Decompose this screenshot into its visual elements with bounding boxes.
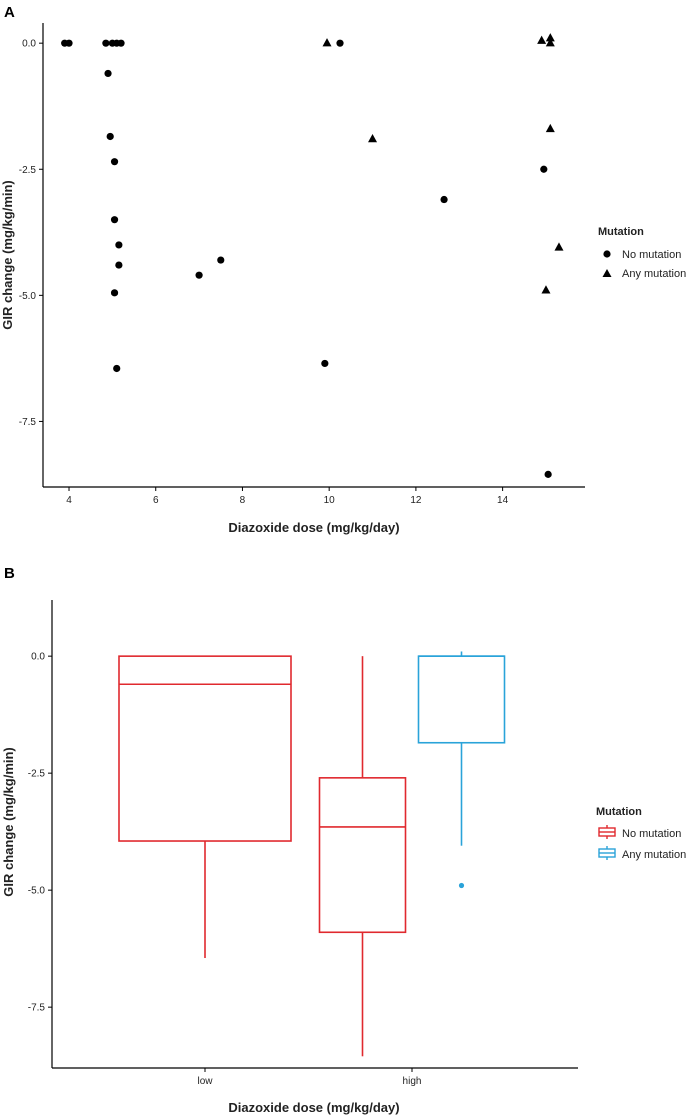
any-mutation-point (545, 33, 555, 42)
no-mutation-point (540, 165, 548, 173)
y-tick-label: -5.0 (19, 291, 37, 302)
panel-b-y-title: GIR change (mg/kg/min) (1, 747, 16, 897)
y-tick-label: -2.5 (19, 165, 37, 176)
x-tick-label: 10 (324, 495, 336, 506)
panel-b-legend-keys (598, 825, 616, 860)
x-tick-label: 8 (240, 495, 246, 506)
panel-b-legend-title: Mutation (596, 806, 642, 818)
no-mutation-point (544, 470, 552, 478)
no-mutation-point (113, 364, 121, 373)
outlier-point (458, 882, 465, 889)
no-mutation-point (104, 69, 112, 78)
box-body (118, 655, 292, 842)
y-tick-label: -5.0 (28, 886, 46, 897)
no-mutation-point (106, 132, 114, 141)
any-mutation-point (541, 285, 551, 294)
panel-a-y-title: GIR change (mg/kg/min) (0, 180, 15, 330)
panel-a-x-title: Diazoxide dose (mg/kg/day) (228, 520, 399, 535)
panel-a-legend-title: Mutation (598, 226, 644, 238)
panel-a-y-ticks: 0.0 -2.5 -5.0 -7.5 (19, 39, 43, 428)
no-mutation-point (217, 256, 225, 264)
no-mutation-point (117, 39, 125, 47)
x-tick-label: low (197, 1076, 213, 1087)
no-mutation-point (321, 359, 329, 368)
x-tick-label: 4 (66, 495, 72, 506)
no-mutation-point (110, 216, 119, 224)
no-mutation-box-low (118, 655, 292, 959)
no-mutation-point (440, 195, 448, 204)
panel-a-legend-any-mutation: Any mutation (622, 268, 686, 280)
any-mutation-point (368, 134, 378, 143)
box-body (417, 655, 506, 744)
panel-a-label: A (4, 4, 15, 21)
no-mutation-legend-key-icon (598, 825, 616, 839)
panel-b-boxes (118, 651, 506, 1057)
no-mutation-point (336, 39, 344, 47)
any-mutation-point (537, 35, 547, 44)
any-mutation-point (554, 242, 564, 251)
no-mutation-point (65, 39, 73, 47)
panel-b-x-ticks: low high (197, 1068, 421, 1087)
panel-a-legend-no-mutation: No mutation (622, 249, 681, 261)
no-mutation-point (110, 158, 119, 166)
panel-b-legend: Mutation No mutation Any mutation (596, 806, 686, 861)
y-tick-label: -7.5 (19, 417, 37, 428)
no-mutation-point (110, 289, 119, 297)
any-mutation-legend-key-icon (598, 846, 616, 860)
panel-a-x-ticks: 4 6 8 10 12 14 (66, 487, 509, 506)
panel-b-y-ticks: 0.0 -2.5 -5.0 -7.5 (28, 652, 52, 1014)
panel-a-points (61, 33, 564, 478)
any-mutation-box-high (417, 651, 506, 889)
box-body (318, 777, 407, 934)
y-tick-label: 0.0 (22, 39, 36, 50)
x-tick-label: 6 (153, 495, 159, 506)
no-mutation-point (195, 271, 203, 279)
any-mutation-point (322, 38, 332, 47)
panel-b: B 0.0 -2.5 -5.0 -7.5 low high Diazoxide dose… (1, 565, 686, 1115)
panel-a-legend: Mutation No mutation Any mutation (598, 226, 686, 280)
no-mutation-box-high (318, 656, 407, 1057)
no-mutation-point (115, 241, 123, 249)
x-tick-label: 12 (410, 495, 422, 506)
any-mutation-point (545, 123, 555, 133)
panel-b-label: B (4, 565, 15, 582)
x-tick-label: high (403, 1076, 422, 1087)
y-tick-label: 0.0 (31, 652, 45, 663)
legend-triangle-marker (602, 269, 612, 277)
y-tick-label: -2.5 (28, 769, 46, 780)
no-mutation-point (115, 261, 123, 269)
x-tick-label: 14 (497, 495, 509, 506)
panel-a: A 0.0 -2.5 -5.0 -7.5 4 6 8 10 12 14 Diazoxide do… (0, 4, 686, 535)
any-mutation-point (545, 38, 555, 47)
panel-b-x-title: Diazoxide dose (mg/kg/day) (228, 1100, 399, 1115)
panel-b-legend-any-mutation: Any mutation (622, 849, 686, 861)
y-tick-label: -7.5 (28, 1003, 46, 1014)
legend-circle-marker (603, 250, 611, 258)
panel-b-legend-no-mutation: No mutation (622, 828, 681, 840)
no-mutation-point (102, 39, 110, 47)
